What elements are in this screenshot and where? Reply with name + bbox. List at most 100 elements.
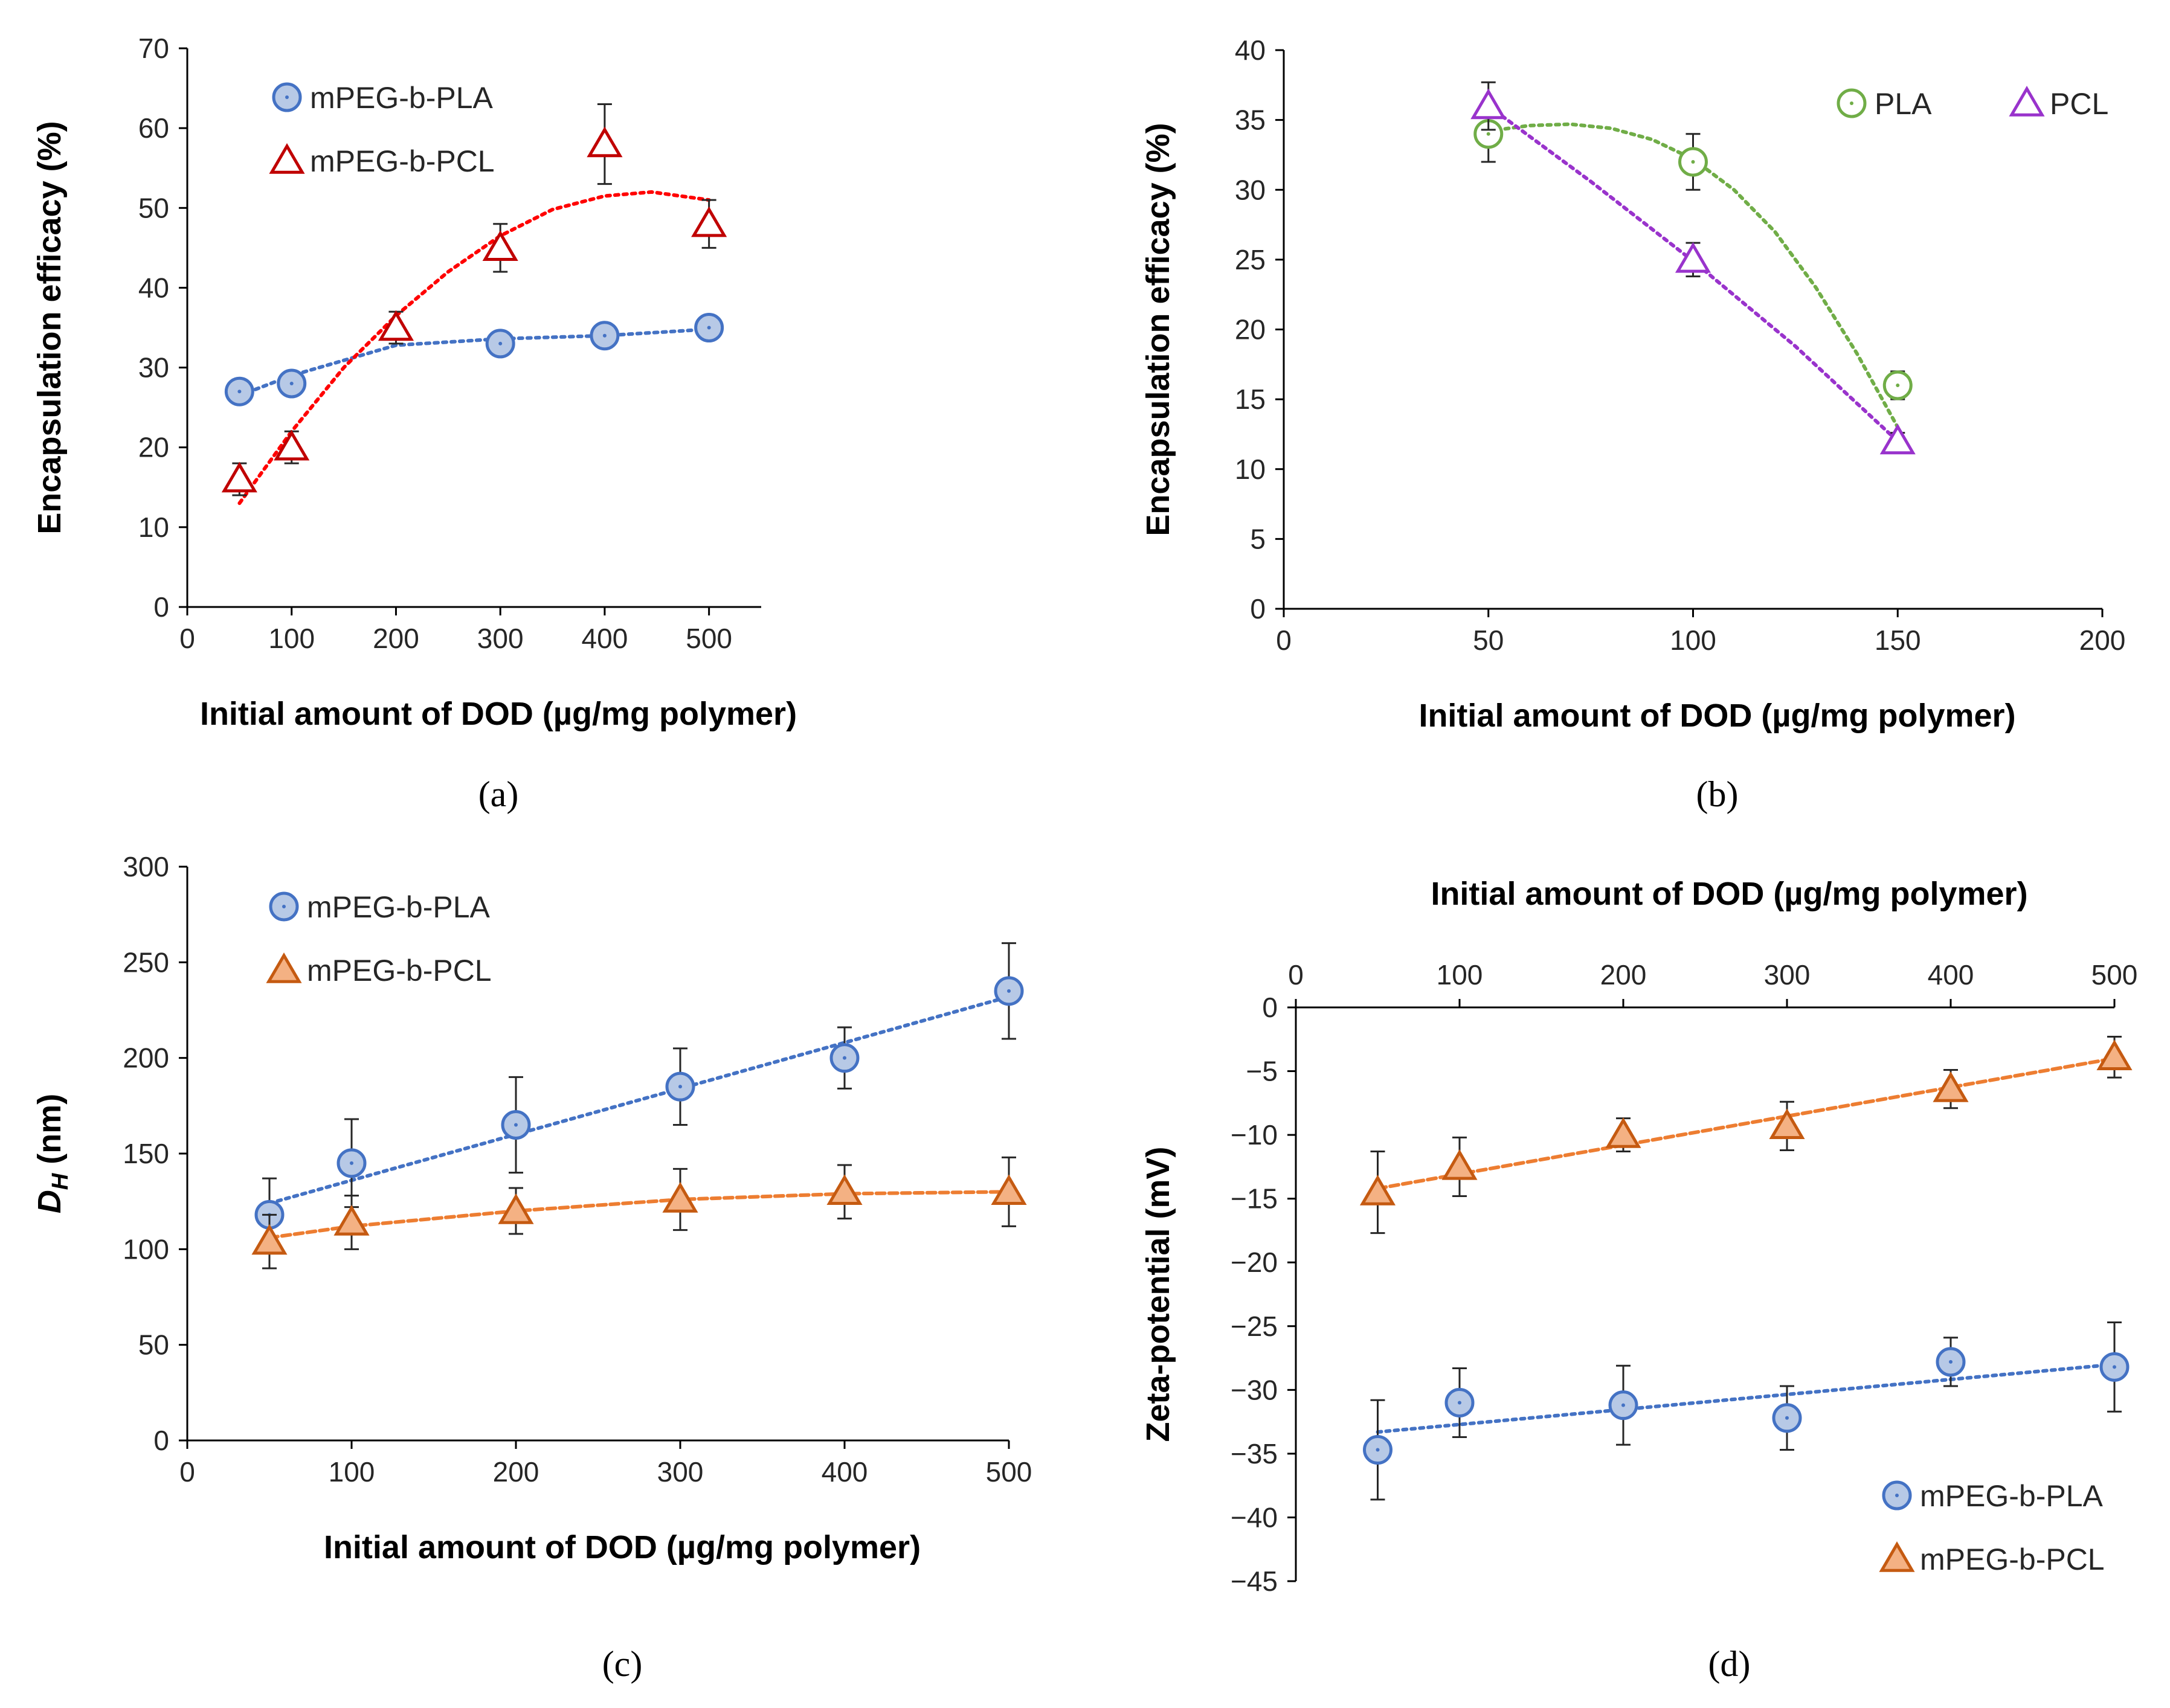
x-axis-title: Initial amount of DOD (µg/mg polymer) bbox=[1431, 876, 2027, 912]
y-tick-label: 100 bbox=[123, 1233, 169, 1265]
y-tick-label: 300 bbox=[123, 851, 169, 882]
series-mpeg-b-pcl bbox=[221, 103, 727, 506]
y-tick-label: 30 bbox=[1235, 174, 1266, 205]
y-tick-label: −10 bbox=[1231, 1119, 1278, 1151]
x-tick-label: 500 bbox=[2091, 959, 2138, 990]
legend-marker-center bbox=[1895, 1494, 1899, 1497]
x-axis-title: Initial amount of DOD (µg/mg polymer) bbox=[1418, 698, 2015, 734]
x-tick-label: 400 bbox=[582, 623, 628, 654]
x-tick-label: 200 bbox=[1600, 959, 1647, 990]
chart-panel-a: 0 10 20 30 40 50 60 70 0 100 200 300 400 500 Initial a… bbox=[31, 33, 797, 814]
data-point bbox=[498, 1193, 534, 1224]
data-point bbox=[991, 1174, 1027, 1206]
x-tick-label: 0 bbox=[179, 1456, 195, 1488]
trendline bbox=[268, 995, 1011, 1206]
data-point-center bbox=[1896, 384, 1900, 387]
x-tick-label: 100 bbox=[1437, 959, 1483, 990]
legend-label: mPEG-b-PLA bbox=[310, 81, 494, 115]
x-tick-label: 200 bbox=[373, 623, 419, 654]
legend-label: mPEG-b-PCL bbox=[307, 954, 492, 987]
legend-label: PCL bbox=[2050, 87, 2108, 121]
y-tick-label: −5 bbox=[1246, 1056, 1278, 1087]
legend: mPEG-b-PLA mPEG-b-PCL bbox=[269, 81, 495, 178]
data-point bbox=[691, 206, 727, 237]
x-tick-label: 150 bbox=[1875, 624, 1921, 656]
y-tick-label: 35 bbox=[1235, 104, 1266, 136]
x-tick-label: 200 bbox=[2079, 624, 2126, 656]
data-point bbox=[1470, 88, 1507, 120]
y-tick-label: −20 bbox=[1231, 1247, 1278, 1278]
y-axis-title: Encapsulation efficacy (%) bbox=[31, 121, 68, 534]
legend-label: mPEG-b-PCL bbox=[310, 144, 495, 178]
chart-panel-b: 0 5 10 15 20 25 30 35 40 0 50 100 150 200 Initial amou… bbox=[1140, 34, 2125, 814]
trendline bbox=[1376, 1056, 2116, 1190]
legend-label: mPEG-b-PLA bbox=[1920, 1479, 2104, 1513]
legend: mPEG-b-PLA mPEG-b-PCL bbox=[1879, 1479, 2105, 1576]
y-tick-label: 10 bbox=[138, 512, 169, 543]
data-point-center bbox=[2113, 1365, 2116, 1369]
data-point bbox=[1769, 1108, 1805, 1140]
trendline bbox=[237, 327, 711, 397]
data-point-center bbox=[1785, 1416, 1789, 1420]
y-axis-title: Encapsulation efficacy (%) bbox=[1140, 123, 1176, 536]
x-tick-label: 200 bbox=[493, 1456, 539, 1488]
data-point bbox=[1933, 1071, 1969, 1102]
x-tick-label: 50 bbox=[1473, 624, 1504, 656]
x-tick-label: 300 bbox=[1764, 959, 1811, 990]
data-point-center bbox=[289, 382, 294, 385]
data-point bbox=[1359, 1175, 1396, 1206]
data-point-center bbox=[350, 1161, 353, 1165]
y-tick-label: −30 bbox=[1231, 1374, 1278, 1405]
y-axis-title-unit: (nm) bbox=[31, 1094, 68, 1173]
trendline bbox=[237, 190, 711, 506]
y-tick-label: 0 bbox=[153, 591, 169, 623]
panel-label: (a) bbox=[478, 774, 519, 814]
y-tick-label: 60 bbox=[138, 112, 169, 144]
y-tick-label: 250 bbox=[123, 946, 169, 978]
data-point bbox=[587, 126, 623, 158]
y-tick-label: 40 bbox=[138, 272, 169, 303]
series-pcl bbox=[1470, 81, 1916, 455]
x-tick-label: 0 bbox=[179, 623, 195, 654]
x-tick-label: 0 bbox=[1288, 959, 1304, 990]
data-point-center bbox=[514, 1123, 518, 1127]
data-point bbox=[251, 1224, 288, 1255]
y-tick-label: 40 bbox=[1235, 34, 1266, 66]
legend-label: mPEG-b-PLA bbox=[307, 890, 491, 924]
data-point bbox=[826, 1174, 863, 1206]
y-tick-label: 70 bbox=[138, 33, 169, 64]
y-tick-label: 0 bbox=[1262, 992, 1278, 1023]
chart-panel-d: 0 −5 −10 −15 −20 −25 −30 −35 −40 −45 0 100 200 300 400… bbox=[1140, 876, 2137, 1684]
panel-label: (b) bbox=[1696, 774, 1739, 814]
data-point bbox=[1879, 423, 1916, 455]
series-mpeg-b-pcl bbox=[1359, 1036, 2133, 1234]
data-point-center bbox=[1691, 160, 1695, 164]
legend-label: mPEG-b-PCL bbox=[1920, 1543, 2105, 1576]
y-axis-title-sub: H bbox=[48, 1172, 73, 1190]
y-tick-label: −35 bbox=[1231, 1438, 1278, 1469]
x-tick-label: 100 bbox=[268, 623, 315, 654]
y-axis-title-main: D bbox=[31, 1190, 68, 1213]
y-axis-title: DH (nm) bbox=[31, 1094, 73, 1213]
data-point-center bbox=[237, 390, 242, 394]
data-point bbox=[333, 1205, 370, 1236]
series-mpeg-b-pla bbox=[254, 942, 1024, 1252]
data-point-center bbox=[1621, 1403, 1625, 1407]
data-point bbox=[1441, 1149, 1478, 1180]
data-point-center bbox=[498, 341, 503, 345]
data-point-center bbox=[1376, 1448, 1380, 1452]
series-mpeg-b-pla bbox=[224, 313, 724, 406]
x-tick-label: 500 bbox=[686, 623, 732, 654]
data-point-center bbox=[1458, 1401, 1461, 1405]
data-point bbox=[274, 429, 310, 461]
y-tick-label: 0 bbox=[153, 1425, 169, 1456]
data-point bbox=[1675, 242, 1711, 273]
y-tick-label: 150 bbox=[123, 1138, 169, 1169]
x-tick-label: 0 bbox=[1276, 624, 1292, 656]
chart-panel-c: 0 50 100 150 200 250 300 0 100 200 300 400 500 Initia… bbox=[31, 851, 1032, 1684]
legend: mPEG-b-PLA mPEG-b-PCL bbox=[266, 890, 492, 987]
legend-label: PLA bbox=[1875, 87, 1932, 121]
legend-marker bbox=[266, 952, 302, 983]
data-point-center bbox=[602, 333, 607, 338]
